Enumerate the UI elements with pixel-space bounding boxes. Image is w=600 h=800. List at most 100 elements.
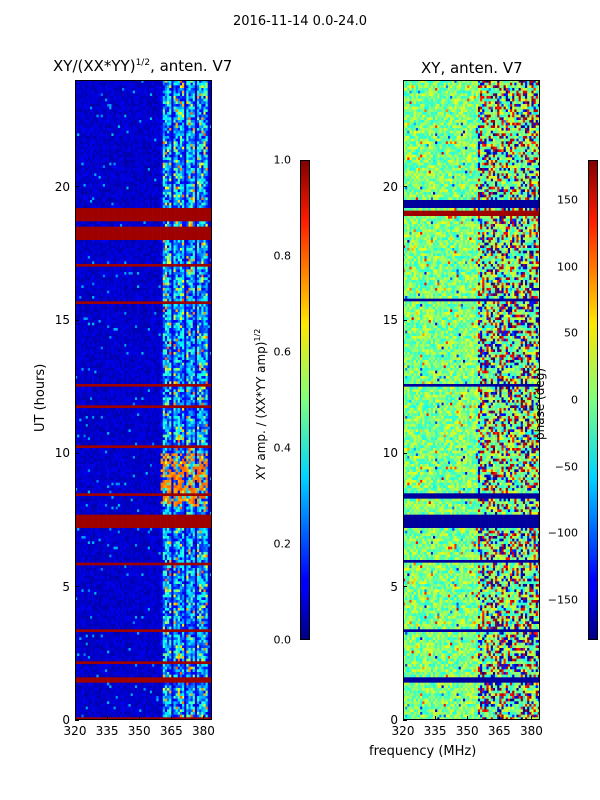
- heatmap-cell: [192, 168, 196, 171]
- heatmap-cell: [177, 285, 181, 289]
- heatmap-cell: [201, 264, 204, 267]
- heatmap-cell: [190, 141, 194, 145]
- heatmap-cell: [92, 146, 95, 150]
- heatmap-cell: [207, 176, 211, 179]
- heatmap-cell: [87, 237, 91, 241]
- heatmap-cell: [192, 242, 196, 246]
- heatmap-cell: [186, 264, 189, 267]
- heatmap-cell: [173, 248, 176, 251]
- heatmap-cell: [201, 189, 204, 193]
- heatmap-cell: [100, 221, 104, 225]
- heatmap-cell: [83, 226, 86, 230]
- heatmap-cell: [188, 264, 191, 267]
- heatmap-cell: [188, 173, 191, 177]
- heatmap-cell: [154, 277, 157, 281]
- heatmap-cell: [104, 202, 108, 206]
- heatmap-cell: [207, 218, 211, 222]
- heatmap-cell: [156, 200, 159, 203]
- heatmap-cell: [197, 285, 200, 289]
- heatmap-cell: [175, 160, 179, 163]
- heatmap-cell: [89, 106, 93, 110]
- heatmap-cell: [192, 205, 196, 209]
- heatmap-cell: [179, 120, 183, 123]
- heatmap-cell: [143, 277, 146, 281]
- heatmap-cell: [83, 109, 86, 113]
- heatmap-cell: [184, 194, 187, 198]
- heatmap-cell: [75, 184, 78, 187]
- heatmap-cell: [134, 274, 138, 278]
- heatmap-cell: [124, 258, 127, 262]
- heatmap-cell: [205, 197, 209, 201]
- heatmap-cell: [152, 146, 155, 150]
- heatmap-cell: [130, 245, 134, 249]
- heatmap-cell: [77, 248, 80, 251]
- heatmap-cell: [171, 216, 174, 219]
- heatmap-cell: [194, 162, 198, 166]
- heatmap-cell: [109, 138, 112, 142]
- heatmap-cell: [115, 208, 119, 211]
- heatmap-cell: [175, 170, 179, 174]
- heatmap-cell: [145, 197, 149, 201]
- heatmap-cell: [141, 168, 144, 171]
- heatmap-cell: [79, 141, 82, 145]
- heatmap-cell: [113, 272, 116, 275]
- heatmap-cell: [111, 189, 114, 193]
- heatmap-cell: [184, 248, 187, 251]
- heatmap-cell: [194, 138, 198, 142]
- heatmap-cell: [126, 133, 129, 137]
- heatmap-cell: [126, 200, 129, 203]
- heatmap-cell: [137, 242, 140, 246]
- heatmap-cell: [117, 269, 121, 273]
- heatmap-cell: [149, 261, 153, 265]
- heatmap-cell: [169, 274, 172, 278]
- heatmap-cell: [83, 213, 86, 217]
- heatmap-cell: [115, 85, 119, 89]
- heatmap-cell: [154, 173, 157, 177]
- heatmap-cell: [141, 88, 144, 91]
- heatmap-cell: [117, 168, 121, 171]
- heatmap-cell: [87, 240, 91, 243]
- heatmap-cell: [152, 133, 155, 137]
- heatmap-cell: [209, 133, 212, 137]
- heatmap-cell: [87, 253, 91, 257]
- heatmap-cell: [171, 202, 174, 206]
- heatmap-cell: [89, 80, 93, 83]
- heatmap-cell: [139, 186, 142, 190]
- heatmap-cell: [164, 90, 168, 94]
- heatmap-cell: [182, 88, 185, 91]
- heatmap-cell: [160, 282, 164, 286]
- heatmap-cell: [137, 224, 140, 227]
- heatmap-cell: [188, 109, 191, 113]
- heatmap-cell: [184, 237, 187, 241]
- heatmap-cell: [117, 130, 121, 134]
- heatmap-cell: [141, 146, 144, 150]
- heatmap-cell: [169, 242, 172, 246]
- heatmap-cell: [169, 261, 172, 265]
- heatmap-cell: [175, 242, 179, 246]
- heatmap-cell: [124, 250, 127, 254]
- heatmap-cell: [141, 154, 144, 158]
- heatmap-cell: [81, 189, 84, 193]
- heatmap-cell: [115, 269, 119, 273]
- heatmap-cell: [130, 256, 134, 259]
- heatmap-cell: [184, 269, 187, 273]
- heatmap-cell: [171, 162, 174, 166]
- heatmap-cell: [134, 205, 138, 209]
- heatmap-cell: [92, 96, 95, 99]
- heatmap-cell: [209, 200, 212, 203]
- heatmap-cell: [171, 106, 174, 110]
- right-panel-title: XY, anten. V7: [421, 59, 523, 77]
- heatmap-cell: [113, 216, 116, 219]
- heatmap-cell: [171, 280, 174, 283]
- heatmap-cell: [102, 208, 106, 211]
- heatmap-cell: [207, 136, 211, 139]
- heatmap-cell: [111, 280, 114, 283]
- heatmap-cell: [141, 245, 144, 249]
- heatmap-cell: [85, 213, 89, 217]
- heatmap-cell: [143, 218, 146, 222]
- heatmap-cell: [122, 138, 125, 142]
- heatmap-cell: [130, 274, 134, 278]
- heatmap-cell: [134, 210, 138, 214]
- heatmap-cell: [117, 162, 121, 166]
- heatmap-cell: [194, 240, 198, 243]
